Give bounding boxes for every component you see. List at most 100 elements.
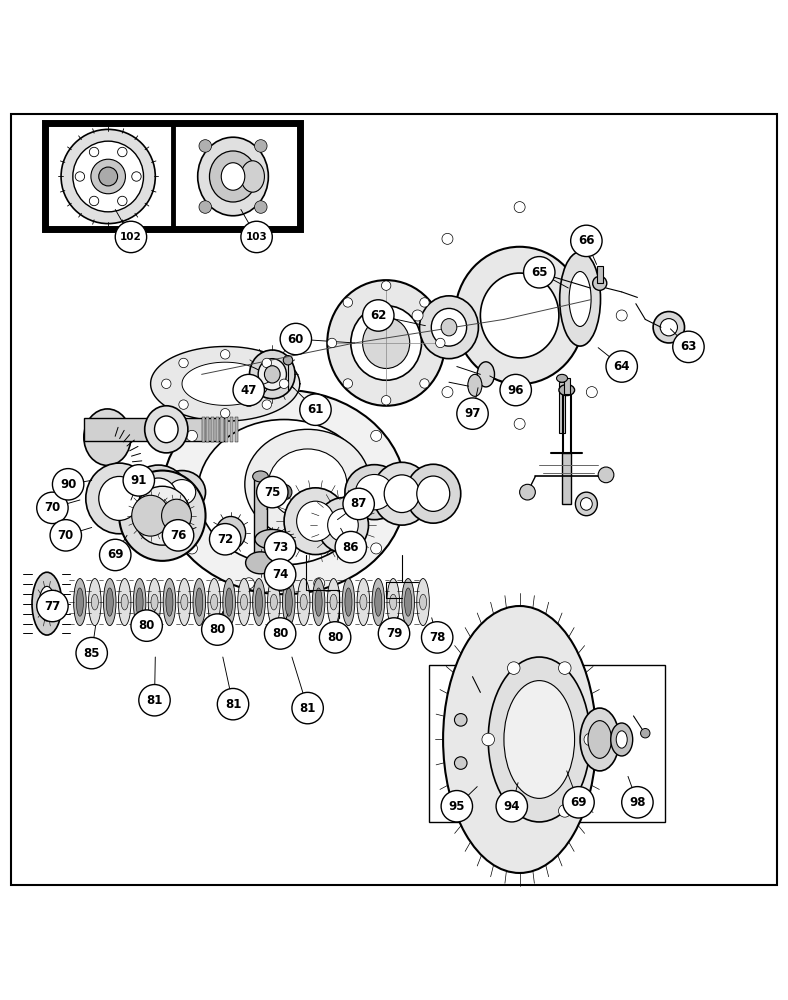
- Circle shape: [199, 140, 211, 152]
- Ellipse shape: [162, 390, 406, 594]
- Ellipse shape: [238, 579, 251, 626]
- Circle shape: [455, 757, 467, 769]
- Circle shape: [255, 140, 267, 152]
- Ellipse shape: [154, 416, 178, 443]
- Ellipse shape: [86, 463, 153, 534]
- Text: 97: 97: [464, 407, 481, 420]
- Ellipse shape: [39, 586, 55, 621]
- Text: 90: 90: [60, 478, 76, 491]
- Circle shape: [482, 733, 495, 746]
- Circle shape: [255, 201, 267, 213]
- Circle shape: [37, 492, 68, 524]
- Circle shape: [622, 787, 653, 818]
- Text: 69: 69: [107, 548, 124, 561]
- Text: 61: 61: [307, 403, 324, 416]
- Ellipse shape: [312, 579, 325, 626]
- Ellipse shape: [478, 362, 495, 387]
- Bar: [202, 417, 205, 442]
- Ellipse shape: [556, 374, 567, 382]
- Ellipse shape: [296, 501, 334, 541]
- Ellipse shape: [318, 498, 369, 553]
- Ellipse shape: [253, 579, 266, 626]
- Ellipse shape: [489, 657, 590, 822]
- Text: 103: 103: [246, 232, 267, 242]
- Bar: [211, 417, 214, 442]
- Circle shape: [586, 233, 597, 244]
- Text: 60: 60: [288, 333, 304, 346]
- Text: 80: 80: [327, 631, 344, 644]
- Circle shape: [436, 338, 445, 348]
- Circle shape: [179, 358, 188, 368]
- Ellipse shape: [559, 252, 600, 346]
- Circle shape: [598, 467, 614, 483]
- Text: 79: 79: [386, 627, 402, 640]
- Circle shape: [514, 202, 525, 213]
- Circle shape: [586, 387, 597, 398]
- Ellipse shape: [265, 366, 281, 383]
- Circle shape: [514, 418, 525, 429]
- Ellipse shape: [127, 465, 190, 532]
- Bar: [235, 417, 238, 442]
- Ellipse shape: [84, 409, 131, 465]
- Circle shape: [392, 487, 403, 498]
- Circle shape: [378, 618, 410, 649]
- Ellipse shape: [250, 350, 295, 399]
- Circle shape: [641, 728, 650, 738]
- Ellipse shape: [406, 464, 461, 523]
- Ellipse shape: [327, 280, 445, 406]
- Circle shape: [281, 323, 311, 355]
- Ellipse shape: [32, 572, 61, 635]
- Circle shape: [131, 610, 162, 641]
- Circle shape: [319, 622, 351, 653]
- Text: 96: 96: [507, 384, 524, 397]
- Circle shape: [519, 484, 535, 500]
- Bar: [559, 382, 565, 433]
- Circle shape: [343, 298, 352, 307]
- Ellipse shape: [148, 579, 161, 626]
- Ellipse shape: [653, 312, 685, 343]
- Circle shape: [265, 559, 296, 590]
- Ellipse shape: [342, 579, 355, 626]
- Circle shape: [72, 141, 143, 212]
- Text: 72: 72: [217, 533, 233, 546]
- Text: 77: 77: [44, 600, 61, 613]
- Circle shape: [217, 688, 249, 720]
- Ellipse shape: [193, 579, 206, 626]
- Ellipse shape: [88, 579, 101, 626]
- Ellipse shape: [258, 359, 286, 390]
- Ellipse shape: [98, 476, 139, 520]
- Text: 64: 64: [614, 360, 630, 373]
- Ellipse shape: [151, 594, 158, 610]
- Ellipse shape: [121, 594, 128, 610]
- Circle shape: [616, 310, 627, 321]
- Ellipse shape: [169, 480, 195, 505]
- Circle shape: [420, 379, 429, 388]
- Circle shape: [123, 465, 154, 496]
- Ellipse shape: [76, 588, 84, 616]
- Circle shape: [559, 805, 571, 817]
- Ellipse shape: [180, 594, 188, 610]
- Ellipse shape: [419, 594, 426, 610]
- Text: 80: 80: [209, 623, 225, 636]
- Ellipse shape: [327, 579, 340, 626]
- Circle shape: [280, 379, 288, 388]
- Circle shape: [75, 172, 84, 181]
- Text: 70: 70: [44, 501, 61, 514]
- Ellipse shape: [241, 161, 265, 192]
- Ellipse shape: [402, 579, 414, 626]
- Circle shape: [257, 476, 288, 508]
- Bar: [206, 417, 210, 442]
- Ellipse shape: [216, 516, 246, 549]
- Circle shape: [455, 714, 467, 726]
- Ellipse shape: [468, 374, 482, 396]
- Text: 69: 69: [571, 796, 587, 809]
- Circle shape: [412, 310, 423, 321]
- Circle shape: [117, 196, 127, 206]
- Ellipse shape: [178, 579, 191, 626]
- Ellipse shape: [132, 495, 169, 536]
- Text: 74: 74: [272, 568, 288, 581]
- Circle shape: [442, 233, 453, 244]
- Ellipse shape: [270, 594, 277, 610]
- Circle shape: [91, 159, 125, 194]
- Circle shape: [457, 398, 489, 429]
